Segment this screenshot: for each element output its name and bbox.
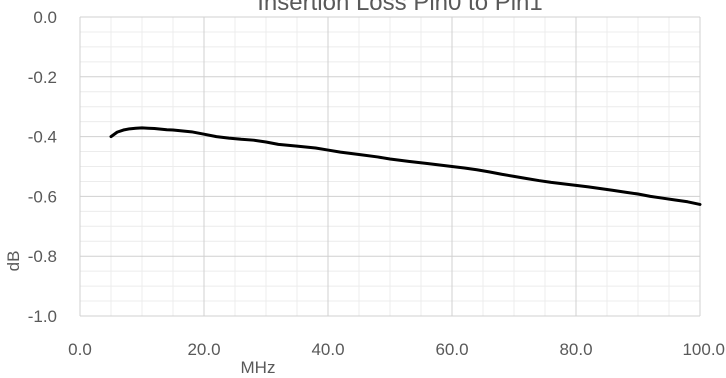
y-axis-tick-labels: 0.0 -0.2 -0.4 -0.6 -0.8 -1.0 (28, 8, 57, 326)
x-axis-tick-labels: 0.0 20.0 40.0 60.0 80.0 100.0 (68, 340, 725, 359)
x-tick-label: 20.0 (187, 340, 220, 359)
y-tick-label: -1.0 (28, 307, 57, 326)
x-tick-label: 80.0 (559, 340, 592, 359)
x-tick-label: 0.0 (68, 340, 92, 359)
y-axis-title: dB (4, 251, 23, 272)
x-axis-title: MHz (241, 358, 276, 377)
y-tick-label: 0.0 (33, 8, 57, 27)
y-tick-label: -0.8 (28, 247, 57, 266)
y-tick-label: -0.6 (28, 187, 57, 206)
x-tick-label: 60.0 (435, 340, 468, 359)
x-tick-label: 40.0 (311, 340, 344, 359)
x-tick-label: 100.0 (682, 340, 725, 359)
y-tick-label: -0.4 (28, 128, 57, 147)
chart-title: Insertion Loss Pin0 to Pin1 (257, 0, 543, 16)
minor-gridlines (80, 17, 700, 316)
y-tick-label: -0.2 (28, 68, 57, 87)
series-line (109, 126, 702, 206)
